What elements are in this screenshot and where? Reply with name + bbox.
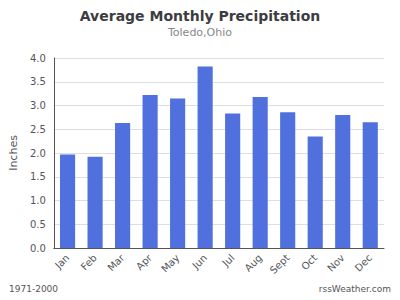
svg-text:Mar: Mar <box>105 251 127 273</box>
svg-text:2.0: 2.0 <box>30 148 46 159</box>
svg-text:Oct: Oct <box>299 252 319 272</box>
svg-text:Toledo,Ohio: Toledo,Ohio <box>167 26 232 39</box>
svg-text:Nov: Nov <box>325 252 347 274</box>
svg-text:3.5: 3.5 <box>30 76 46 87</box>
svg-text:Jan: Jan <box>52 252 71 271</box>
svg-text:Average Monthly Precipitation: Average Monthly Precipitation <box>80 8 320 24</box>
svg-text:Sept: Sept <box>268 252 292 276</box>
svg-text:0.0: 0.0 <box>30 243 46 254</box>
svg-text:4.0: 4.0 <box>30 53 46 64</box>
svg-text:Aug: Aug <box>242 252 264 274</box>
svg-text:Dec: Dec <box>353 252 374 273</box>
svg-text:Feb: Feb <box>79 252 99 272</box>
svg-text:Inches: Inches <box>7 135 20 171</box>
svg-text:Jul: Jul <box>220 252 237 269</box>
svg-text:0.5: 0.5 <box>30 219 46 230</box>
svg-text:Apr: Apr <box>134 251 155 272</box>
svg-text:rssWeather.com: rssWeather.com <box>319 284 391 294</box>
svg-text:1.5: 1.5 <box>30 171 46 182</box>
svg-text:May: May <box>159 252 181 274</box>
svg-text:2.5: 2.5 <box>30 124 46 135</box>
svg-text:1.0: 1.0 <box>30 195 46 206</box>
svg-text:Jun: Jun <box>190 252 210 272</box>
svg-text:3.0: 3.0 <box>30 100 46 111</box>
svg-text:1971-2000: 1971-2000 <box>9 284 58 294</box>
